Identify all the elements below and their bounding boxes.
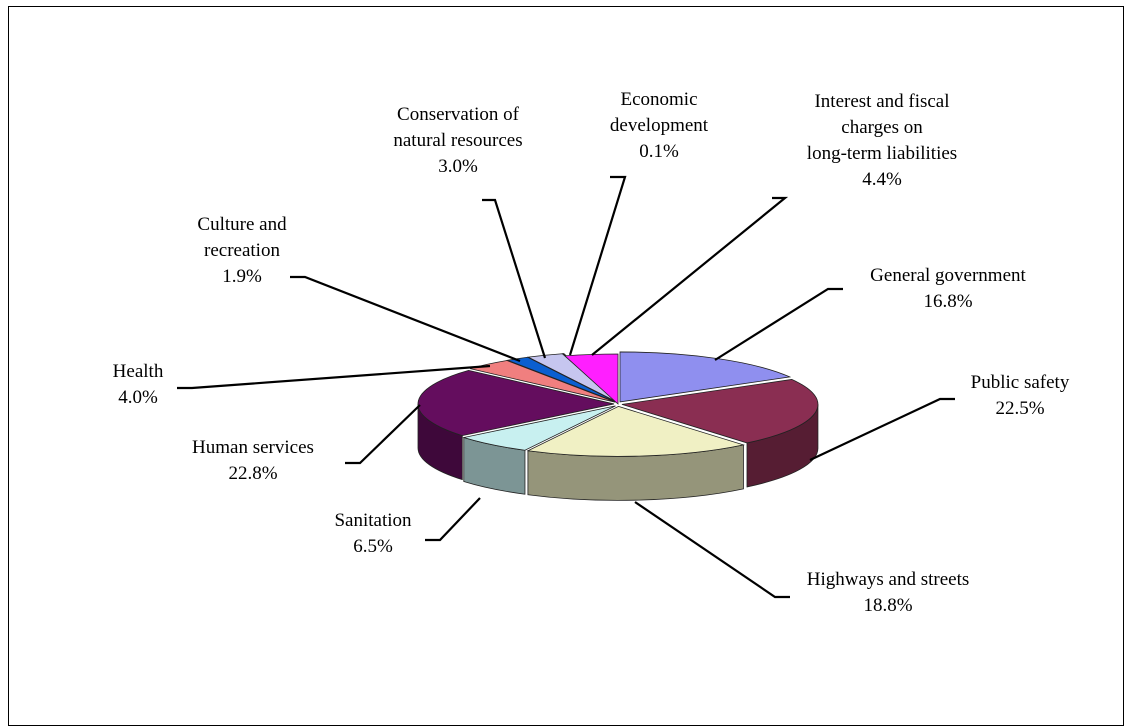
data-label-3: 6.5% [353,536,393,557]
slice-label-3-0: Sanitation [334,510,412,531]
leader-line-9 [591,196,789,356]
slice-label-4-0: Human services [192,437,314,458]
pie-slice-9 [563,353,619,405]
pie-slice-2 [526,405,746,457]
pie-slice-5 [469,360,616,403]
data-label-2: 18.8% [863,595,912,616]
pie-slice-4 [417,369,615,437]
slice-label-8-0: Economic [620,89,697,110]
data-label-0: 16.8% [923,291,972,312]
leader-line-4 [345,404,421,465]
leader-line-0 [714,287,843,361]
slice-label-9-1: charges on [841,117,923,138]
leader-line-5 [177,364,491,390]
leader-line-3 [425,497,481,542]
data-label-8: 0.1% [639,141,679,162]
slice-label-0-0: General government [870,265,1026,286]
pie-slice-3 [462,405,616,451]
data-label-1: 22.5% [995,398,1044,419]
data-label-4: 22.8% [228,463,277,484]
slice-label-5-0: Health [113,361,164,382]
slice-label-9-2: long-term liabilities [807,143,957,164]
data-label-5: 4.0% [118,387,158,408]
slice-label-6-0: Culture and [197,214,287,235]
leader-line-6 [290,275,521,363]
data-label-9: 4.4% [862,169,902,190]
slice-label-8-1: development [610,115,709,136]
slice-label-1-0: Public safety [971,372,1070,393]
data-label-7: 3.0% [438,156,478,177]
leader-line-8 [568,175,627,356]
pie-slice-1 [621,379,819,444]
leader-line-2 [634,501,790,599]
leader-line-1 [809,397,955,461]
data-label-6: 1.9% [222,266,262,287]
slice-label-7-1: natural resources [393,130,522,151]
slice-label-6-1: recreation [204,240,280,261]
slice-label-2-0: Highways and streets [807,569,970,590]
slice-label-7-0: Conservation of [397,104,520,125]
slice-label-9-0: Interest and fiscal [814,91,949,112]
leader-line-7 [482,198,547,359]
